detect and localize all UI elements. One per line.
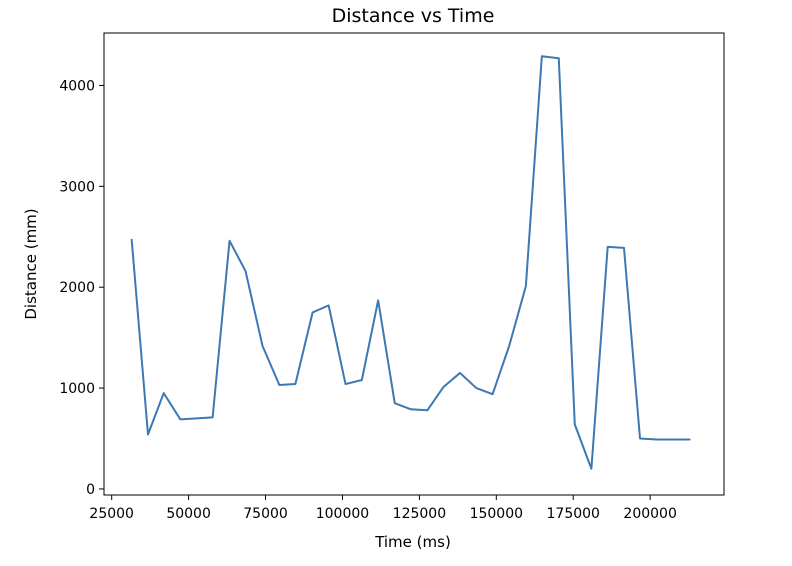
y-tick-label: 2000: [59, 280, 95, 296]
x-tick-label: 75000: [243, 506, 288, 522]
series-layer: [130, 55, 691, 470]
x-axis-label: Time (ms): [374, 533, 451, 551]
y-tick-label: 3000: [59, 179, 95, 195]
x-tick-label: 25000: [89, 506, 134, 522]
y-axis: 0 1000 2000 3000 4000: [59, 78, 104, 498]
x-tick-label: 50000: [166, 506, 211, 522]
x-tick-label: 175000: [547, 506, 600, 522]
y-tick-label: 4000: [59, 78, 95, 94]
x-tick-label: 150000: [470, 506, 523, 522]
y-tick-label: 0: [86, 482, 95, 498]
series-line: [130, 55, 691, 470]
plot-frame: [103, 32, 725, 496]
x-tick-label: 100000: [316, 506, 369, 522]
y-tick-label: 1000: [59, 381, 95, 397]
x-tick-label: 125000: [393, 506, 446, 522]
x-axis: 25000 50000 75000 100000 125000 150000 175000 2…: [89, 495, 677, 522]
y-axis-label: Distance (mm): [22, 208, 40, 319]
chart-title: Distance vs Time: [332, 5, 495, 27]
x-tick-label: 200000: [623, 506, 676, 522]
